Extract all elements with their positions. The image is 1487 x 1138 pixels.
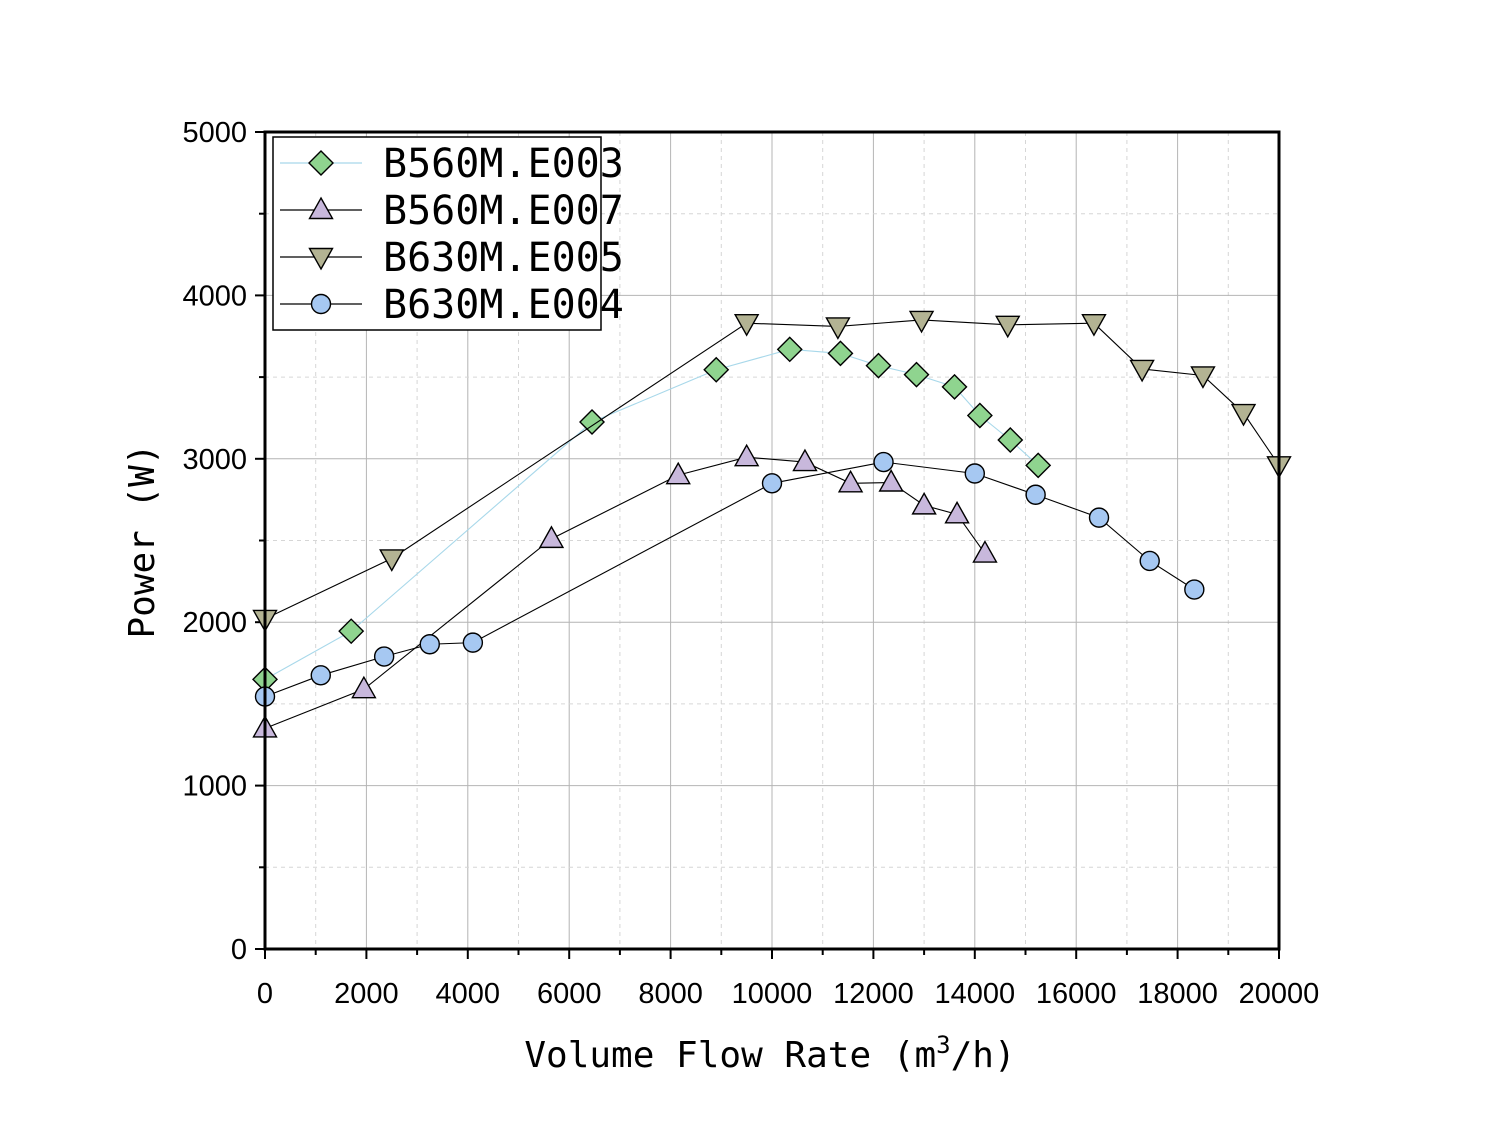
- data-point: [1184, 579, 1205, 600]
- data-point: [1230, 403, 1257, 427]
- y-tick-label: 2000: [182, 607, 247, 639]
- x-tick-label: 0: [257, 978, 273, 1010]
- y-tick-label: 3000: [182, 444, 247, 476]
- legend-label: B560M.E003: [383, 141, 624, 187]
- legend-marker: [308, 150, 334, 176]
- data-point: [792, 448, 818, 472]
- data-point: [733, 313, 760, 337]
- legend-item: B630M.E004: [280, 282, 624, 328]
- data-point: [310, 665, 331, 686]
- y-tick-label: 0: [231, 934, 247, 966]
- data-point: [825, 317, 851, 340]
- series-line: [264, 461, 1195, 698]
- data-point: [878, 469, 904, 492]
- data-point: [1025, 484, 1046, 505]
- x-tick-label: 4000: [436, 978, 501, 1010]
- x-axis-title: Volume Flow Rate (m3/h): [524, 1031, 1015, 1076]
- data-point: [338, 618, 365, 645]
- data-point: [379, 549, 405, 572]
- y-tick-label: 5000: [182, 117, 247, 149]
- data-point: [538, 525, 565, 549]
- x-tick-label: 8000: [638, 978, 703, 1010]
- legend-label: B630M.E004: [383, 282, 624, 328]
- data-point: [865, 352, 892, 379]
- series-B630M.E005: [252, 310, 1292, 633]
- data-point: [1139, 550, 1160, 572]
- x-tick-label: 12000: [833, 978, 914, 1010]
- y-axis-title: Power (W): [122, 443, 163, 638]
- data-point: [837, 469, 864, 493]
- legend-label: B630M.E005: [383, 235, 624, 281]
- legend-marker: [308, 196, 334, 220]
- data-point: [462, 632, 484, 653]
- data-point: [873, 451, 894, 473]
- legend-item: B630M.E005: [280, 235, 624, 281]
- series-B560M.E003: [252, 336, 1052, 693]
- x-tick-label: 6000: [537, 978, 602, 1010]
- data-point: [911, 491, 937, 515]
- data-point: [733, 443, 760, 467]
- data-point: [903, 361, 930, 388]
- legend-item: B560M.E003: [280, 141, 624, 187]
- x-tick-label: 2000: [334, 978, 399, 1010]
- legend-item: B560M.E007: [280, 188, 624, 234]
- data-point: [995, 315, 1021, 339]
- data-point: [964, 463, 985, 484]
- data-point: [941, 373, 968, 400]
- y-tick-label: 1000: [182, 771, 247, 803]
- legend-marker: [308, 247, 334, 271]
- series-B630M.E004: [254, 451, 1205, 707]
- data-point: [665, 461, 691, 485]
- data-point: [908, 310, 935, 334]
- series-line: [264, 456, 986, 729]
- data-point: [827, 340, 854, 367]
- x-tick-label: 20000: [1239, 978, 1320, 1010]
- legend-label: B560M.E007: [383, 188, 624, 234]
- data-point: [1081, 313, 1107, 337]
- legend-marker: [310, 293, 332, 315]
- data-point: [1088, 507, 1110, 528]
- series-B560M.E007: [252, 443, 998, 738]
- axis-ticks: 0 2000 4000 6000 8000 10000 12000 14000 16000 180…: [182, 117, 1319, 1010]
- data-point: [1025, 452, 1052, 479]
- data-point: [419, 634, 440, 655]
- y-tick-label: 4000: [182, 280, 247, 312]
- x-tick-label: 18000: [1137, 978, 1218, 1010]
- data-point: [1190, 366, 1216, 389]
- plot-frame: [263, 130, 1281, 951]
- data-point: [579, 409, 606, 436]
- data-point: [1129, 359, 1155, 383]
- data-point: [776, 336, 803, 363]
- data-point: [761, 473, 783, 494]
- x-tick-label: 14000: [934, 978, 1015, 1010]
- data-point: [373, 646, 395, 667]
- data-point: [966, 402, 993, 429]
- data-point: [703, 356, 730, 383]
- data-point: [944, 500, 970, 524]
- data-point: [997, 427, 1024, 453]
- x-tick-label: 10000: [732, 978, 813, 1010]
- x-tick-label: 16000: [1036, 978, 1117, 1010]
- data-point: [351, 675, 377, 699]
- data-point: [972, 540, 998, 563]
